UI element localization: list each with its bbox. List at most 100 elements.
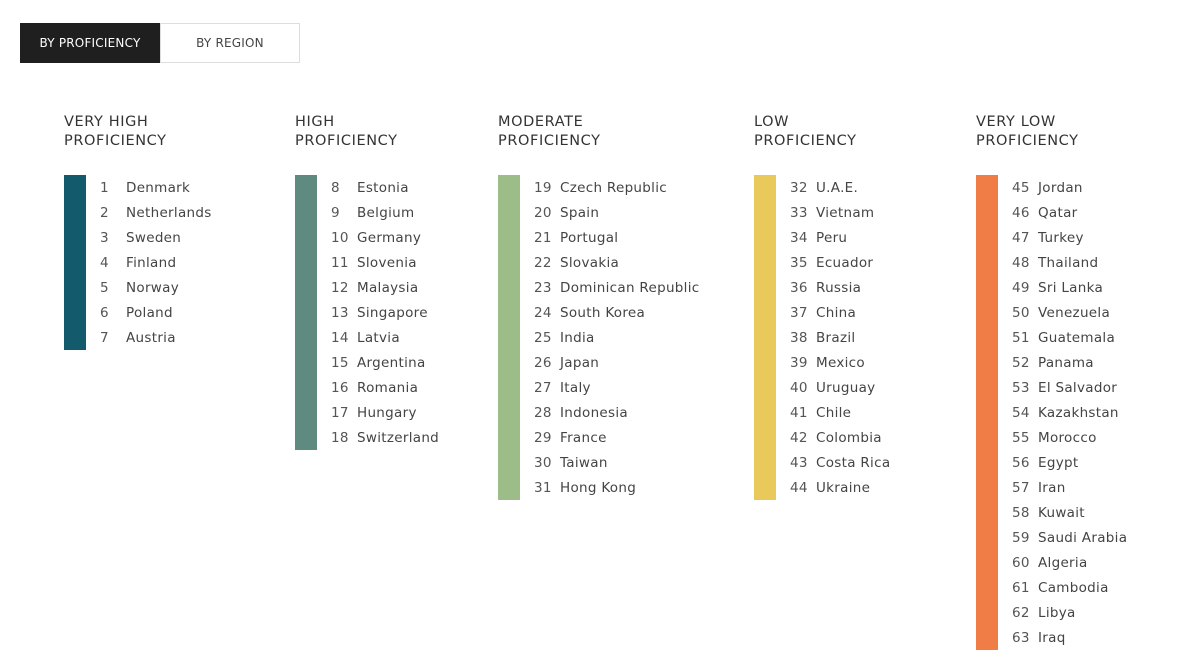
country-row: 53 El Salvador: [1012, 375, 1127, 400]
rank-number: 25: [534, 329, 552, 346]
level-color-bar: [498, 175, 520, 500]
country-row: 31 Hong Kong: [534, 475, 700, 500]
country-name: Iran: [1038, 479, 1066, 496]
rank-number: 42: [790, 429, 808, 446]
group-title-line2: PROFICIENCY: [976, 133, 1079, 149]
country-row: 16 Romania: [331, 375, 439, 400]
group-title-line2: PROFICIENCY: [498, 133, 601, 149]
country-row: 13 Singapore: [331, 300, 439, 325]
ranking-list: 32 U.A.E. 33 Vietnam 34 Peru 35 Ecuador 36 Russia…: [754, 175, 890, 500]
country-name: Morocco: [1038, 429, 1097, 446]
country-name: South Korea: [560, 304, 646, 321]
country-name: Colombia: [816, 429, 882, 446]
country-row: 5 Norway: [100, 275, 212, 300]
level-color-bar: [64, 175, 86, 350]
country-name: Latvia: [357, 329, 400, 346]
country-name: India: [560, 329, 595, 346]
country-name: Indonesia: [560, 404, 628, 421]
country-row: 32 U.A.E.: [790, 175, 890, 200]
country-name: U.A.E.: [816, 179, 859, 196]
country-name: Saudi Arabia: [1038, 529, 1128, 546]
country-row: 51 Guatemala: [1012, 325, 1127, 350]
rank-number: 20: [534, 204, 552, 221]
country-rows: 32 U.A.E. 33 Vietnam 34 Peru 35 Ecuador 36 Russia…: [790, 175, 890, 500]
country-row: 28 Indonesia: [534, 400, 700, 425]
group-very-high-proficiency: VERY HIGH PROFICIENCY 1 Denmark 2 Netherlan…: [64, 113, 212, 350]
rank-number: 58: [1012, 504, 1030, 521]
country-row: 48 Thailand: [1012, 250, 1127, 275]
group-low-proficiency: LOW PROFICIENCY 32 U.A.E. 33 Vietnam 34 Peru 3…: [754, 113, 890, 500]
country-name: Egypt: [1038, 454, 1079, 471]
country-row: 36 Russia: [790, 275, 890, 300]
rank-number: 4: [100, 254, 109, 271]
country-row: 47 Turkey: [1012, 225, 1127, 250]
tab-by-region[interactable]: BY REGION: [160, 23, 300, 63]
country-row: 46 Qatar: [1012, 200, 1127, 225]
country-name: Guatemala: [1038, 329, 1116, 346]
rank-number: 62: [1012, 604, 1030, 621]
country-name: Jordan: [1038, 179, 1083, 196]
rank-number: 16: [331, 379, 349, 396]
country-name: Sweden: [126, 229, 182, 246]
rank-number: 13: [331, 304, 349, 321]
country-name: El Salvador: [1038, 379, 1118, 396]
rank-number: 38: [790, 329, 808, 346]
country-name: France: [560, 429, 607, 446]
country-row: 17 Hungary: [331, 400, 439, 425]
rank-number: 23: [534, 279, 552, 296]
country-row: 18 Switzerland: [331, 425, 439, 450]
group-title-line1: LOW: [754, 114, 790, 130]
ranking-list: 1 Denmark 2 Netherlands 3 Sweden 4 Finland 5 Norw…: [64, 175, 212, 350]
country-name: Kazakhstan: [1038, 404, 1119, 421]
rank-number: 33: [790, 204, 808, 221]
country-rows: 45 Jordan 46 Qatar 47 Turkey 48 Thailand 49 Sri L…: [1012, 175, 1127, 650]
country-row: 50 Venezuela: [1012, 300, 1127, 325]
rank-number: 27: [534, 379, 552, 396]
rank-number: 18: [331, 429, 349, 446]
rank-number: 1: [100, 179, 109, 196]
group-title-line2: PROFICIENCY: [64, 133, 167, 149]
rank-number: 51: [1012, 329, 1030, 346]
country-row: 27 Italy: [534, 375, 700, 400]
country-name: Portugal: [560, 229, 619, 246]
country-name: Iraq: [1038, 629, 1066, 646]
country-row: 4 Finland: [100, 250, 212, 275]
country-row: 38 Brazil: [790, 325, 890, 350]
country-row: 6 Poland: [100, 300, 212, 325]
rank-number: 44: [790, 479, 808, 496]
country-row: 11 Slovenia: [331, 250, 439, 275]
country-name: Mexico: [816, 354, 865, 371]
country-row: 2 Netherlands: [100, 200, 212, 225]
country-name: Netherlands: [126, 204, 212, 221]
country-name: Thailand: [1038, 254, 1099, 271]
rank-number: 54: [1012, 404, 1030, 421]
country-name: Costa Rica: [816, 454, 891, 471]
country-name: Austria: [126, 329, 176, 346]
country-name: Singapore: [357, 304, 428, 321]
country-row: 29 France: [534, 425, 700, 450]
rank-number: 9: [331, 204, 340, 221]
country-row: 33 Vietnam: [790, 200, 890, 225]
tab-by-proficiency[interactable]: BY PROFICIENCY: [20, 23, 160, 63]
rank-number: 43: [790, 454, 808, 471]
rank-number: 28: [534, 404, 552, 421]
rank-number: 7: [100, 329, 109, 346]
rank-number: 3: [100, 229, 109, 246]
country-row: 23 Dominican Republic: [534, 275, 700, 300]
country-name: Brazil: [816, 329, 856, 346]
rank-number: 10: [331, 229, 349, 246]
rank-number: 11: [331, 254, 349, 271]
country-row: 9 Belgium: [331, 200, 439, 225]
country-row: 19 Czech Republic: [534, 175, 700, 200]
rank-number: 19: [534, 179, 552, 196]
rank-number: 26: [534, 354, 552, 371]
country-name: Italy: [560, 379, 591, 396]
rank-number: 41: [790, 404, 808, 421]
country-name: Estonia: [357, 179, 409, 196]
rank-number: 40: [790, 379, 808, 396]
country-name: Malaysia: [357, 279, 419, 296]
country-row: 60 Algeria: [1012, 550, 1127, 575]
country-row: 34 Peru: [790, 225, 890, 250]
country-row: 7 Austria: [100, 325, 212, 350]
rank-number: 50: [1012, 304, 1030, 321]
